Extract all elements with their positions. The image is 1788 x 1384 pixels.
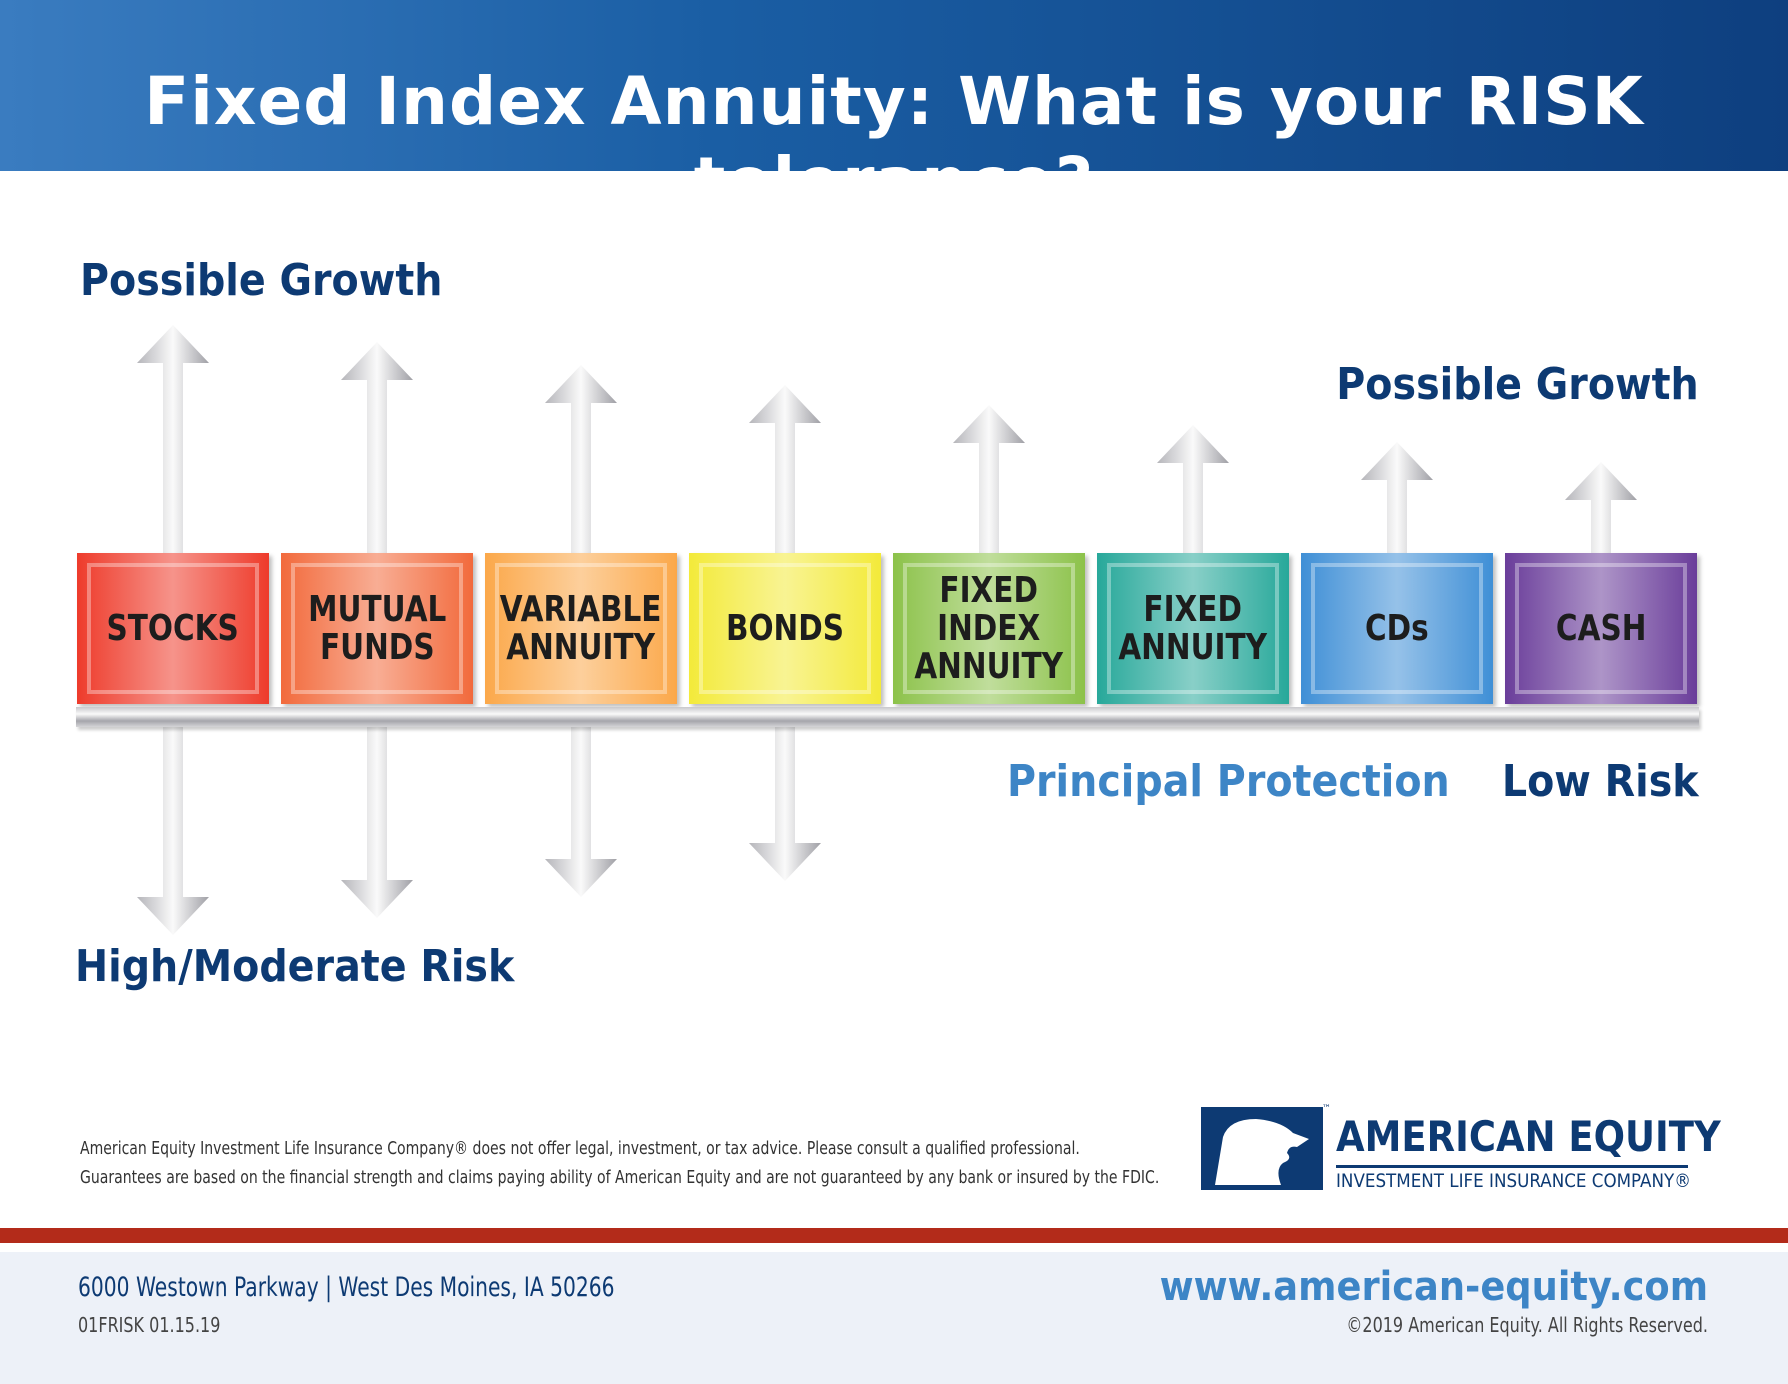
- disclaimer-line-1: American Equity Investment Life Insuranc…: [80, 1138, 1080, 1159]
- product-label: CDs: [1365, 607, 1429, 649]
- brand-name: AMERICAN EQUITY: [1336, 1112, 1721, 1161]
- principal-protection-label: Principal Protection: [1007, 756, 1450, 807]
- product-box: CASH: [1505, 553, 1697, 704]
- growth-arrow-up: [1157, 425, 1229, 560]
- product-box: FIXED ANNUITY: [1097, 553, 1289, 704]
- trademark: ™: [1322, 1104, 1331, 1114]
- copyright: ©2019 American Equity. All Rights Reserv…: [1346, 1313, 1708, 1337]
- product-label: FIXED ANNUITY: [1118, 588, 1268, 668]
- arrows-layer: [137, 325, 1637, 935]
- product-label: CASH: [1555, 607, 1647, 649]
- header-banner: Fixed Index Annuity: What is your RISK t…: [0, 0, 1788, 220]
- eagle-icon: [1215, 1119, 1309, 1185]
- high-moderate-risk-label: High/Moderate Risk: [75, 941, 515, 992]
- brand-subtitle: INVESTMENT LIFE INSURANCE COMPANY®: [1336, 1165, 1691, 1192]
- product-box: VARIABLE ANNUITY: [485, 553, 677, 704]
- risk-arrow-down: [341, 720, 413, 918]
- risk-rail: [76, 707, 1699, 727]
- website-link[interactable]: www.american-equity.com: [1159, 1264, 1708, 1310]
- address: 6000 Westown Parkway | West Des Moines, …: [78, 1272, 615, 1303]
- product-box: CDs: [1301, 553, 1493, 704]
- product-box: BONDS: [689, 553, 881, 704]
- product-label: FIXED INDEX ANNUITY: [914, 569, 1064, 687]
- growth-arrow-up: [341, 342, 413, 560]
- growth-arrow-up: [953, 405, 1025, 560]
- growth-arrow-up: [1361, 442, 1433, 560]
- risk-arrow-down: [749, 720, 821, 881]
- product-box: FIXED INDEX ANNUITY: [893, 553, 1085, 704]
- product-label: MUTUAL FUNDS: [307, 588, 447, 668]
- growth-arrow-up: [545, 365, 617, 560]
- product-label: VARIABLE ANNUITY: [500, 588, 662, 668]
- growth-arrow-up: [137, 325, 209, 560]
- disclaimer-line-2: Guarantees are based on the financial st…: [80, 1167, 1160, 1188]
- product-box: STOCKS: [77, 553, 269, 704]
- eagle-logo: [1201, 1107, 1323, 1190]
- product-label: STOCKS: [106, 607, 240, 649]
- product-label: BONDS: [725, 607, 845, 649]
- product-box: MUTUAL FUNDS: [281, 553, 473, 704]
- possible-growth-right: Possible Growth: [1336, 359, 1699, 410]
- page-title: Fixed Index Annuity: What is your RISK t…: [144, 63, 1644, 220]
- red-stripe: [0, 1228, 1788, 1243]
- growth-arrow-up: [749, 385, 821, 560]
- document-code: 01FRISK 01.15.19: [78, 1313, 221, 1337]
- footer: [0, 1252, 1788, 1384]
- low-risk-label: Low Risk: [1502, 756, 1699, 807]
- possible-growth-left: Possible Growth: [80, 255, 443, 306]
- risk-arrow-down: [545, 720, 617, 897]
- growth-arrow-up: [1565, 462, 1637, 560]
- risk-arrow-down: [137, 720, 209, 935]
